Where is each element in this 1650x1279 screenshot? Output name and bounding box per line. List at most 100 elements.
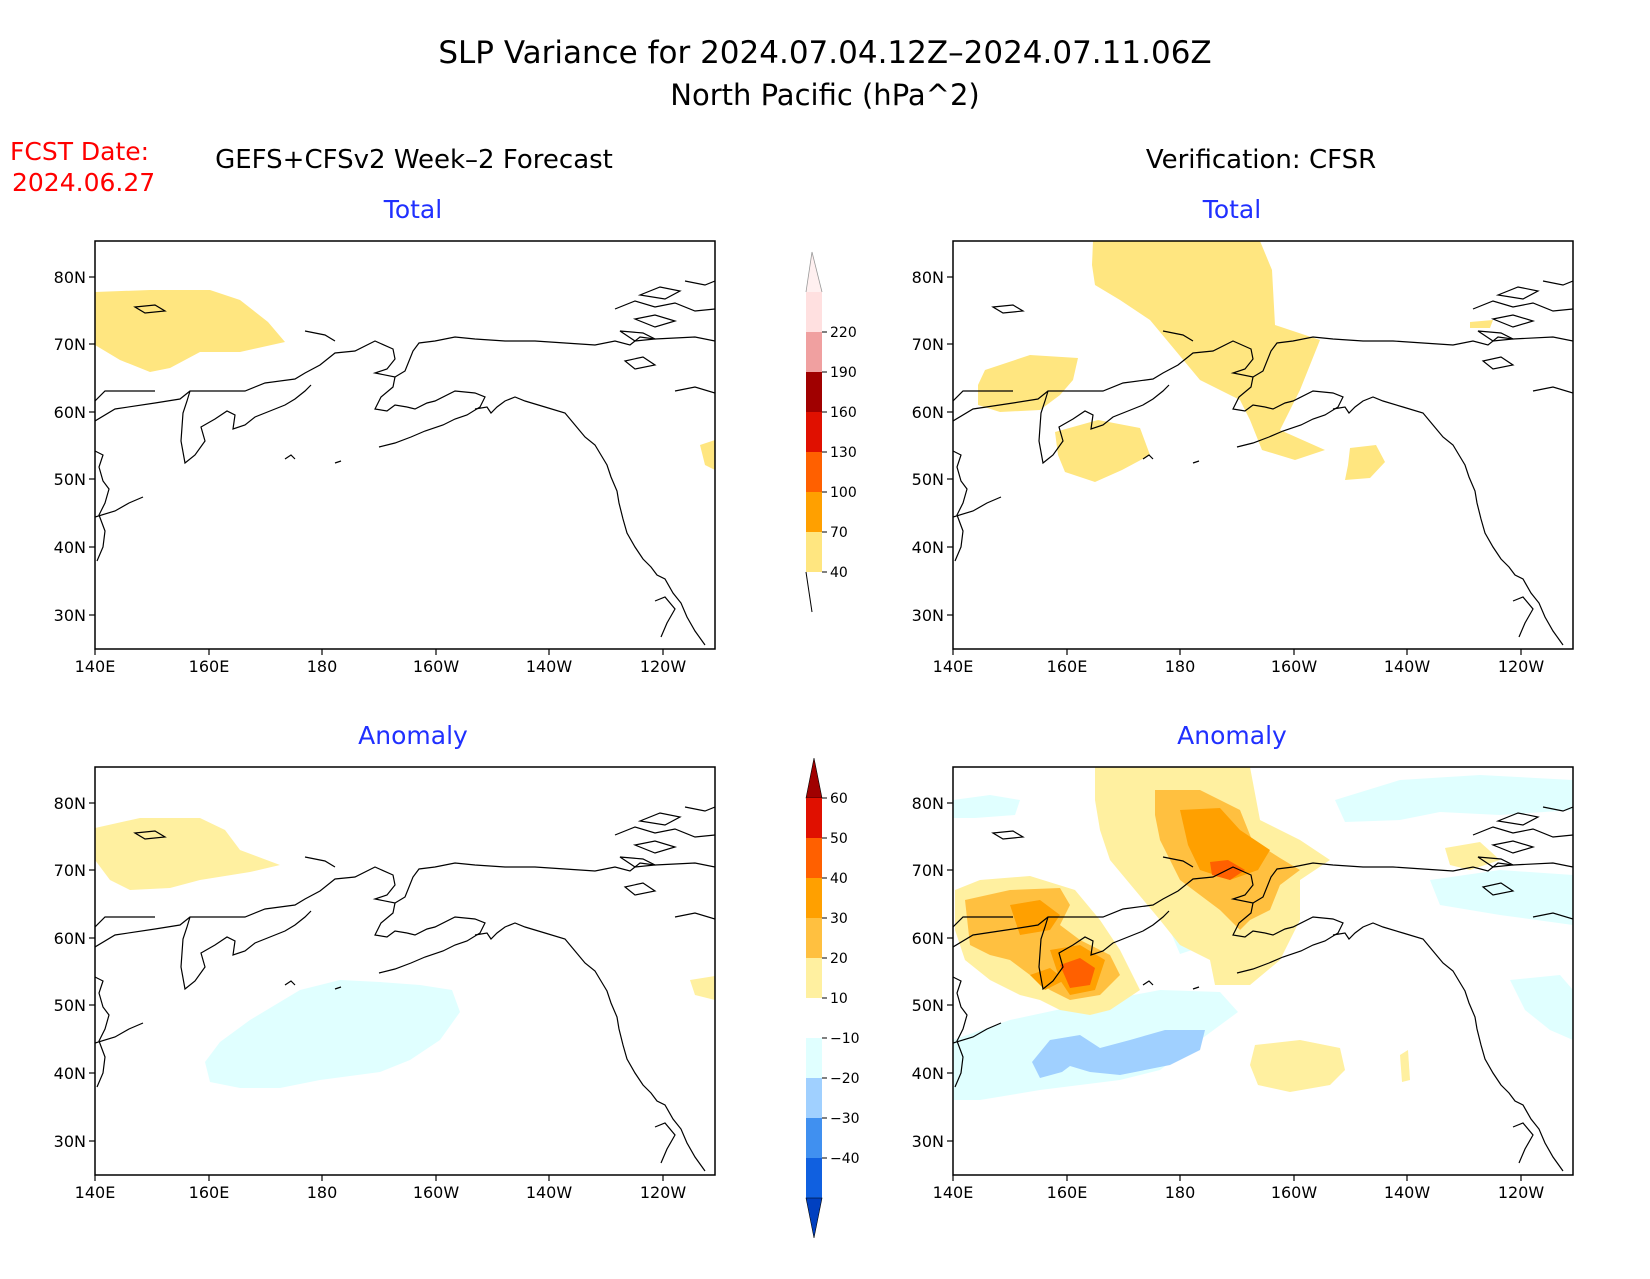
lat-label: 30N xyxy=(912,606,944,625)
shade-forecast-anomaly xyxy=(95,818,715,1088)
colorbar-anomaly-label: 60 xyxy=(830,791,848,807)
colorbar-anomaly-label: 40 xyxy=(830,871,848,887)
colorbar-total-lower-end xyxy=(805,571,813,613)
lon-label: 140W xyxy=(526,657,573,676)
panel-title-verification-anomaly: Anomaly xyxy=(1177,721,1287,750)
lon-label: 160E xyxy=(1047,1183,1088,1202)
colorbar-anomaly-box xyxy=(806,1038,822,1078)
lat-label: 80N xyxy=(54,794,86,813)
lon-label: 160E xyxy=(1047,657,1088,676)
lat-label: 40N xyxy=(912,538,944,557)
lon-label: 140W xyxy=(526,1183,573,1202)
axes-forecast-total: 80N 70N 60N 50N 40N 30N 140E 160E 180 16… xyxy=(54,268,687,676)
lat-label: 50N xyxy=(54,470,86,489)
colorbar-anomaly: 60 50 40 30 20 10 −10 −20 −30 −40 xyxy=(805,757,860,1239)
colorbar-anomaly-label: 30 xyxy=(830,911,848,927)
lat-label: 60N xyxy=(912,929,944,948)
verification-column-title: Verification: CFSR xyxy=(1146,145,1376,175)
colorbar-anomaly-label: 20 xyxy=(830,951,848,967)
title-line-1: SLP Variance for 2024.07.04.12Z–2024.07.… xyxy=(438,35,1211,71)
colorbar-anomaly-box xyxy=(806,1078,822,1118)
colorbar-anomaly-box xyxy=(806,918,822,958)
lat-label: 30N xyxy=(912,1132,944,1151)
lat-label: 30N xyxy=(54,606,86,625)
colorbar-total-label: 220 xyxy=(830,325,857,341)
lon-label: 160E xyxy=(189,1183,230,1202)
lat-label: 60N xyxy=(912,403,944,422)
fcst-date-value: 2024.06.27 xyxy=(12,168,155,197)
lon-label: 160W xyxy=(413,657,460,676)
lat-label: 70N xyxy=(54,335,86,354)
lon-label: 140E xyxy=(933,1183,974,1202)
lon-label: 120W xyxy=(640,1183,687,1202)
shade-verification-total xyxy=(978,241,1493,482)
colorbar-total-upper-end xyxy=(805,251,823,293)
lat-label: 80N xyxy=(54,268,86,287)
axes-verification-total: 80N 70N 60N 50N 40N 30N 140E 160E 180 16… xyxy=(912,268,1545,676)
colorbar-anomaly-upper-arrow xyxy=(805,757,823,799)
colorbar-anomaly-box xyxy=(806,798,822,838)
lat-label: 40N xyxy=(54,1064,86,1083)
lat-ticks xyxy=(89,276,95,616)
colorbar-total-box xyxy=(806,332,822,372)
shade-verification-anomaly xyxy=(953,767,1573,1100)
colorbar-anomaly-label: −40 xyxy=(830,1151,860,1167)
colorbar-total-box xyxy=(806,412,822,452)
lat-label: 80N xyxy=(912,268,944,287)
colorbar-total-box xyxy=(806,492,822,532)
colorbar-total-label: 190 xyxy=(830,365,857,381)
colorbar-total-box xyxy=(806,532,822,572)
shade-forecast-total xyxy=(95,290,715,470)
lat-label: 70N xyxy=(912,861,944,880)
forecast-column-title: GEFS+CFSv2 Week–2 Forecast xyxy=(215,145,613,175)
lon-label: 160W xyxy=(413,1183,460,1202)
colorbar-anomaly-box xyxy=(806,878,822,918)
colorbar-anomaly-label: −10 xyxy=(830,1031,860,1047)
panel-title-forecast-anomaly: Anomaly xyxy=(358,721,468,750)
colorbar-total-label: 100 xyxy=(830,485,857,501)
lon-label: 180 xyxy=(307,1183,338,1202)
lon-label: 180 xyxy=(307,657,338,676)
colorbar-total-label: 160 xyxy=(830,405,857,421)
colorbar-anomaly-box xyxy=(806,958,822,998)
colorbar-total-box xyxy=(806,292,822,332)
lat-label: 30N xyxy=(54,1132,86,1151)
colorbar-anomaly-box xyxy=(806,1158,822,1198)
lat-label: 50N xyxy=(54,996,86,1015)
lon-label: 140E xyxy=(933,657,974,676)
colorbar-total-label: 70 xyxy=(830,525,848,541)
colorbar-anomaly-label: 50 xyxy=(830,831,848,847)
map-forecast-anomaly xyxy=(94,766,716,1176)
fcst-date-label: FCST Date: xyxy=(10,137,149,166)
lat-label: 60N xyxy=(54,403,86,422)
colorbar-anomaly-box xyxy=(806,1118,822,1158)
panel-title-forecast-total: Total xyxy=(383,195,442,224)
lat-label: 50N xyxy=(912,470,944,489)
map-verification-total xyxy=(952,240,1574,650)
panel-title-verification-total: Total xyxy=(1202,195,1261,224)
lat-label: 40N xyxy=(912,1064,944,1083)
colorbar-anomaly-box xyxy=(806,998,822,1038)
lat-label: 70N xyxy=(912,335,944,354)
map-forecast-total xyxy=(94,240,716,650)
lon-label: 160W xyxy=(1271,657,1318,676)
lon-label: 120W xyxy=(1498,1183,1545,1202)
lon-label: 140E xyxy=(75,1183,116,1202)
lon-label: 180 xyxy=(1165,1183,1196,1202)
colorbar-anomaly-label: −20 xyxy=(830,1071,860,1087)
colorbar-anomaly-label: 10 xyxy=(830,991,848,1007)
title-line-2: North Pacific (hPa^2) xyxy=(670,78,979,112)
lon-label: 140E xyxy=(75,657,116,676)
lon-label: 120W xyxy=(1498,657,1545,676)
colorbar-total-label: 130 xyxy=(830,445,857,461)
lat-label: 60N xyxy=(54,929,86,948)
lon-label: 140W xyxy=(1384,1183,1431,1202)
lat-label: 50N xyxy=(912,996,944,1015)
colorbar-anomaly-lower-arrow xyxy=(805,1197,823,1239)
colorbar-total-box xyxy=(806,452,822,492)
map-verification-anomaly xyxy=(952,766,1574,1176)
lon-label: 160E xyxy=(189,657,230,676)
axes-forecast-anomaly: 80N 70N 60N 50N 40N 30N 140E 160E 180 16… xyxy=(54,794,687,1202)
lon-label: 140W xyxy=(1384,657,1431,676)
